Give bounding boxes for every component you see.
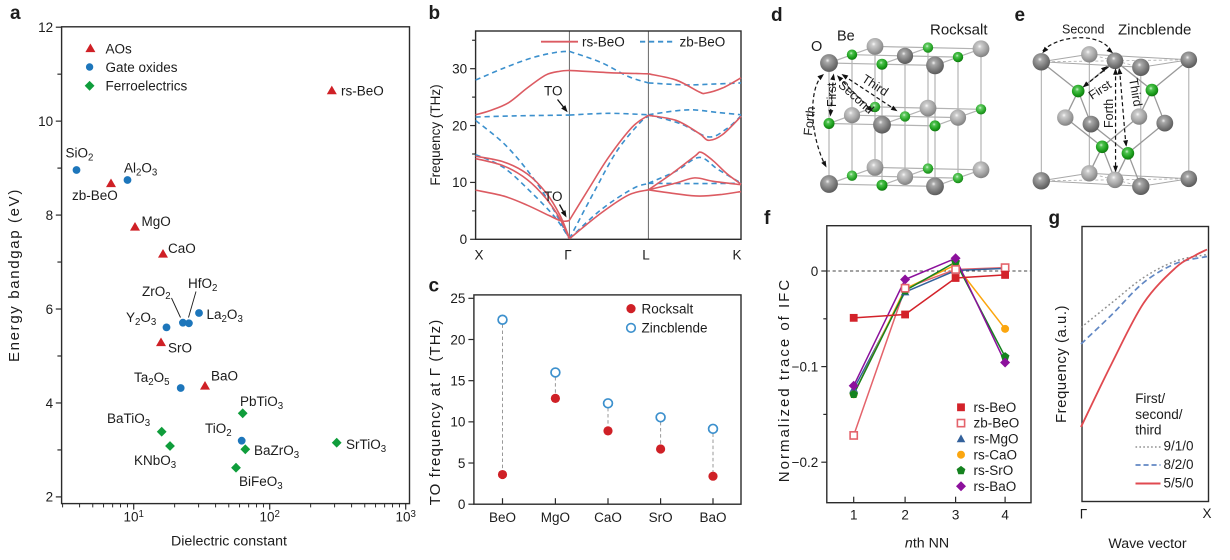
svg-text:second/: second/	[1135, 407, 1183, 422]
svg-text:25: 25	[450, 291, 465, 306]
svg-text:d: d	[771, 5, 783, 26]
svg-text:rs-SrO: rs-SrO	[974, 463, 1014, 478]
svg-text:La2​O3​: La2​O3​	[207, 307, 243, 325]
svg-text:10: 10	[452, 175, 467, 190]
svg-text:O: O	[811, 39, 822, 55]
svg-text:1: 1	[850, 508, 858, 523]
svg-text:Γ: Γ	[564, 247, 572, 262]
svg-text:K: K	[732, 247, 741, 262]
svg-text:Dielectric constant: Dielectric constant	[171, 534, 287, 550]
svg-text:First: First	[825, 82, 839, 107]
svg-text:Rocksalt: Rocksalt	[642, 301, 694, 316]
svg-text:2: 2	[46, 490, 54, 505]
svg-text:Third: Third	[1126, 77, 1145, 108]
svg-text:TO: TO	[544, 83, 563, 98]
svg-text:MgO: MgO	[142, 214, 171, 229]
svg-text:10: 10	[38, 114, 53, 129]
svg-text:Zincblende: Zincblende	[1118, 22, 1191, 39]
svg-text:20: 20	[450, 332, 465, 347]
svg-text:0: 0	[460, 232, 468, 247]
svg-text:third: third	[1135, 422, 1161, 437]
svg-text:0: 0	[811, 264, 819, 279]
svg-text:30: 30	[452, 62, 467, 77]
svg-text:b: b	[429, 3, 441, 24]
svg-text:Wave vector: Wave vector	[1108, 536, 1187, 552]
svg-text:Energy bandgap (eV): Energy bandgap (eV)	[6, 188, 23, 362]
svg-text:Rocksalt: Rocksalt	[930, 22, 988, 39]
svg-text:TiO2​: TiO2​	[205, 421, 232, 439]
svg-text:rs-MgO: rs-MgO	[974, 432, 1019, 447]
svg-text:Frequency (THz): Frequency (THz)	[428, 84, 443, 185]
svg-text:CaO: CaO	[168, 241, 196, 256]
svg-text:BaZrO3​: BaZrO3​	[254, 443, 299, 461]
svg-text:TO frequency at Γ (THz): TO frequency at Γ (THz)	[427, 319, 444, 506]
svg-text:ZrO2​: ZrO2​	[142, 284, 171, 302]
svg-text:BeO: BeO	[489, 510, 516, 525]
svg-text:Y2​O3​: Y2​O3​	[126, 310, 156, 328]
svg-text:TO: TO	[544, 189, 563, 204]
svg-text:rs-CaO: rs-CaO	[974, 447, 1018, 462]
svg-text:BiFeO3​: BiFeO3​	[239, 474, 283, 492]
svg-text:First/: First/	[1135, 391, 1165, 406]
svg-text:Second: Second	[1062, 23, 1104, 37]
svg-text:4: 4	[46, 396, 54, 411]
svg-text:3: 3	[952, 508, 960, 523]
svg-text:2: 2	[901, 508, 909, 523]
svg-text:BaTiO3​: BaTiO3​	[107, 411, 150, 429]
svg-text:Be: Be	[837, 29, 855, 45]
svg-text:zb-BeO: zb-BeO	[72, 188, 118, 203]
svg-text:4: 4	[1001, 508, 1009, 523]
svg-text:AOs: AOs	[106, 41, 133, 56]
svg-text:c: c	[429, 276, 440, 297]
svg-text:nth NN: nth NN	[905, 536, 949, 552]
svg-text:MgO: MgO	[541, 510, 570, 525]
svg-text:g: g	[1049, 208, 1061, 229]
svg-text:Forth: Forth	[1102, 99, 1116, 128]
svg-text:Frequency (a.u.): Frequency (a.u.)	[1053, 305, 1070, 423]
svg-text:rs-BeO: rs-BeO	[582, 34, 625, 49]
svg-text:−0.1: −0.1	[792, 359, 819, 374]
svg-text:zb-BeO: zb-BeO	[974, 416, 1020, 431]
svg-text:5: 5	[458, 456, 466, 471]
svg-text:6: 6	[46, 302, 54, 317]
svg-text:rs-BeO: rs-BeO	[341, 83, 384, 98]
svg-text:Forth: Forth	[801, 106, 818, 137]
svg-text:Normalized trace of IFC: Normalized trace of IFC	[776, 278, 793, 482]
svg-text:a: a	[10, 3, 21, 24]
svg-text:zb-BeO: zb-BeO	[680, 34, 726, 49]
svg-text:rs-BaO: rs-BaO	[974, 479, 1017, 494]
svg-text:CaO: CaO	[594, 510, 622, 525]
svg-text:20: 20	[452, 118, 467, 133]
svg-text:X: X	[1202, 506, 1211, 521]
svg-text:Al2​O3​: Al2​O3​	[124, 161, 157, 179]
svg-text:BaO: BaO	[699, 510, 726, 525]
svg-text:Ferroelectrics: Ferroelectrics	[106, 78, 188, 93]
svg-text:10: 10	[450, 415, 465, 430]
svg-text:SrO: SrO	[168, 341, 192, 356]
svg-text:0: 0	[458, 497, 466, 512]
svg-text:8/2/0: 8/2/0	[1164, 457, 1194, 472]
svg-text:SiO2​: SiO2​	[66, 146, 94, 164]
svg-text:PbTiO3​: PbTiO3​	[240, 394, 283, 412]
svg-text:X: X	[474, 247, 483, 262]
svg-text:f: f	[764, 208, 771, 229]
svg-text:Γ: Γ	[1080, 507, 1088, 522]
svg-text:9/1/0: 9/1/0	[1164, 439, 1194, 454]
svg-text:BaO: BaO	[211, 369, 238, 384]
svg-text:8: 8	[46, 208, 54, 223]
svg-text:HfO2​: HfO2​	[188, 276, 217, 294]
svg-text:rs-BeO: rs-BeO	[974, 400, 1017, 415]
svg-text:SrTiO3​: SrTiO3​	[346, 437, 386, 455]
svg-text:12: 12	[38, 20, 53, 35]
svg-text:5/5/0: 5/5/0	[1164, 475, 1194, 490]
svg-text:Gate oxides: Gate oxides	[106, 60, 178, 75]
svg-text:Zincblende: Zincblende	[642, 321, 708, 336]
svg-text:15: 15	[450, 374, 465, 389]
svg-text:Ta2​O5​: Ta2​O5​	[134, 370, 170, 388]
svg-text:SrO: SrO	[649, 510, 673, 525]
svg-text:e: e	[1015, 5, 1026, 26]
svg-text:KNbO3​: KNbO3​	[134, 453, 176, 471]
svg-text:L: L	[642, 247, 650, 262]
svg-text:−0.2: −0.2	[792, 455, 819, 470]
